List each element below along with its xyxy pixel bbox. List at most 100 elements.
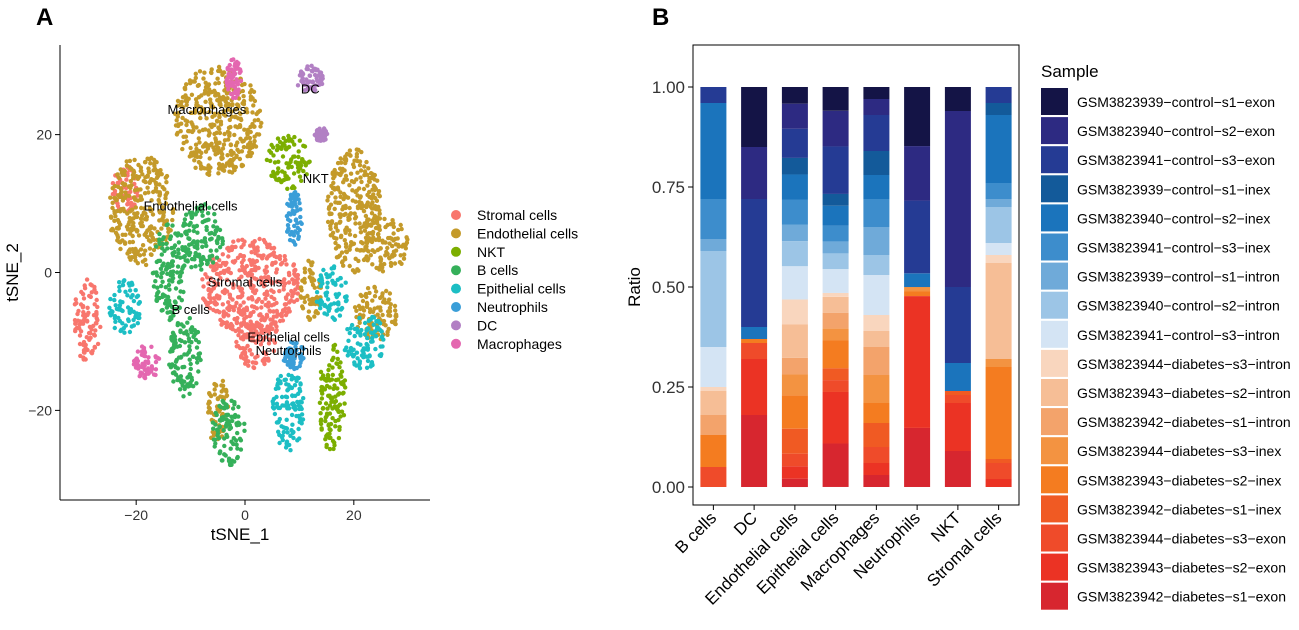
bar-segment — [944, 403, 971, 451]
tsne-point — [273, 386, 279, 391]
tsne-point — [371, 315, 377, 320]
tsne-point — [305, 66, 310, 72]
tsne-point — [200, 108, 205, 113]
tsne-point — [323, 437, 328, 442]
tsne-point — [343, 154, 348, 159]
tsne-point — [160, 246, 165, 251]
tsne-point — [134, 356, 139, 361]
tsne-point — [215, 119, 220, 124]
tsne-point — [173, 365, 178, 370]
tsne-point — [267, 242, 272, 247]
tsne-point — [339, 233, 344, 238]
tsne-point — [175, 264, 181, 269]
legend-marker — [451, 246, 461, 257]
tsne-point — [211, 224, 216, 229]
tsne-point — [370, 231, 375, 237]
tsne-point — [253, 355, 258, 360]
tsne-cluster-blob-macrophages — [131, 344, 162, 381]
tsne-point — [335, 277, 340, 282]
tsne-point — [331, 301, 337, 306]
tsne-point — [297, 73, 303, 78]
tsne-point — [237, 268, 242, 273]
tsne-point — [153, 359, 159, 365]
tsne-point — [370, 248, 375, 253]
tsne-point — [155, 355, 160, 361]
tsne-point — [327, 427, 332, 432]
bar-segment — [904, 427, 931, 487]
tsne-point — [209, 253, 215, 258]
tsne-point — [235, 92, 240, 97]
tsne-point — [198, 115, 203, 121]
tsne-point — [344, 294, 349, 299]
tsne-point — [217, 424, 222, 430]
tsne-point — [126, 248, 131, 254]
tsne-point — [282, 302, 288, 307]
tsne-point — [329, 399, 334, 405]
tsne-point — [107, 305, 112, 310]
tsne-point — [112, 292, 117, 298]
tsne-point — [286, 165, 291, 170]
tsne-point — [277, 432, 282, 438]
tsne-point — [125, 211, 130, 216]
tsne-point — [270, 260, 275, 266]
tsne-point — [176, 240, 182, 245]
tsne-point — [396, 244, 401, 249]
panel-label-a: A — [36, 4, 53, 31]
tsne-point — [224, 393, 230, 398]
tsne-point — [352, 270, 357, 275]
bar-segment — [781, 357, 808, 375]
tsne-point — [366, 256, 371, 261]
tsne-point — [363, 213, 369, 219]
tsne-point — [178, 255, 183, 260]
tsne-point — [299, 178, 304, 183]
bar-segment — [863, 275, 890, 315]
tsne-point — [250, 325, 255, 330]
tsne-point — [206, 92, 211, 97]
tsne-point — [266, 274, 271, 280]
bar-segment — [822, 269, 849, 293]
tsne-point — [249, 250, 254, 255]
tsne-point — [115, 180, 120, 186]
legend-label: Macrophages — [477, 336, 562, 352]
tsne-point — [212, 279, 217, 285]
tsne-point — [212, 211, 217, 217]
tsne-point — [197, 351, 203, 356]
tsne-point — [309, 63, 314, 68]
tsne-point — [82, 283, 87, 288]
tsne-point — [207, 306, 213, 311]
tsne-point — [280, 178, 285, 183]
tsne-point — [286, 133, 291, 139]
bar-segment — [700, 387, 727, 391]
tsne-point — [109, 215, 114, 220]
tsne-point — [338, 156, 343, 161]
tsne-point — [218, 394, 223, 399]
legend-marker — [451, 228, 461, 239]
tsne-point — [248, 260, 254, 265]
tsne-point — [145, 185, 150, 190]
tsne-point — [295, 83, 301, 88]
bar-segment — [863, 423, 890, 447]
tsne-point — [173, 286, 179, 291]
legend-swatch — [1041, 408, 1068, 436]
tsne-point — [234, 153, 239, 158]
tsne-point — [365, 326, 371, 331]
tsne-point — [234, 320, 240, 326]
tsne-point — [236, 414, 241, 419]
tsne-point — [337, 171, 342, 177]
bar-segment — [863, 199, 890, 227]
tsne-point — [184, 384, 189, 389]
tsne-point — [238, 69, 243, 74]
tsne-point — [157, 182, 162, 187]
tsne-cluster-blob-stromal-cells — [72, 277, 103, 362]
tsne-point — [164, 222, 169, 228]
tsne-point — [240, 88, 245, 94]
x-tick-label: Stromal cells — [923, 508, 1005, 590]
tsne-point — [370, 335, 375, 341]
tsne-point — [332, 167, 337, 173]
tsne-point — [335, 185, 341, 190]
tsne-point — [128, 179, 133, 184]
tsne-point — [129, 255, 134, 260]
tsne-point — [138, 197, 143, 202]
tsne-point — [247, 90, 253, 95]
tsne-point — [170, 348, 175, 354]
